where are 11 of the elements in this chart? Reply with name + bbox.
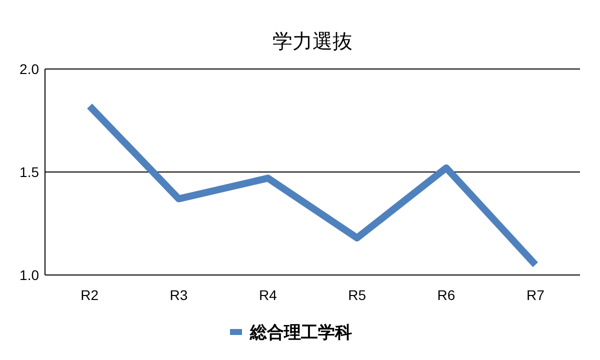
x-tick-label: R4 (258, 287, 278, 303)
x-tick-label: R7 (526, 287, 545, 303)
x-tick-label: R5 (348, 287, 366, 303)
x-tick-label: R3 (170, 287, 188, 303)
chart-title: 学力選抜 (272, 31, 352, 53)
x-tick-label: R6 (437, 287, 456, 303)
y-tick-label: 1.5 (20, 164, 40, 180)
y-tick-label: 1.0 (20, 267, 40, 283)
legend-label: 総合理工学科 (249, 323, 352, 342)
y-tick-label: 2.0 (20, 61, 40, 77)
x-tick-label: R2 (80, 287, 99, 303)
